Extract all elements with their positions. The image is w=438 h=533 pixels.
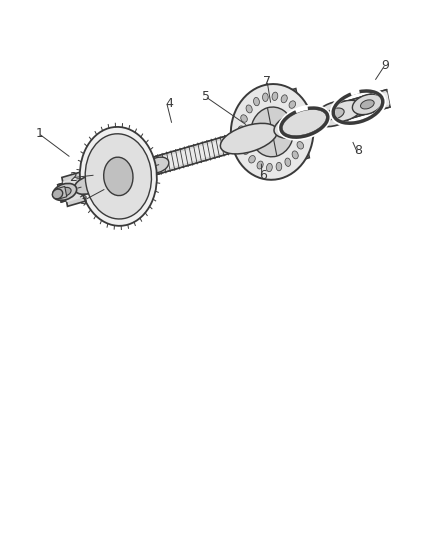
Ellipse shape xyxy=(280,95,286,103)
Ellipse shape xyxy=(325,108,343,119)
Ellipse shape xyxy=(360,100,373,109)
Ellipse shape xyxy=(328,100,361,121)
Ellipse shape xyxy=(242,147,249,155)
Ellipse shape xyxy=(53,183,77,200)
Ellipse shape xyxy=(299,131,305,138)
Ellipse shape xyxy=(245,105,252,113)
Text: 8: 8 xyxy=(353,144,361,157)
Ellipse shape xyxy=(240,115,247,122)
Polygon shape xyxy=(57,187,67,199)
Ellipse shape xyxy=(298,120,305,127)
Polygon shape xyxy=(243,93,308,168)
Ellipse shape xyxy=(314,101,354,127)
Ellipse shape xyxy=(220,123,277,154)
Ellipse shape xyxy=(297,142,303,149)
Text: 6: 6 xyxy=(258,169,266,182)
Text: 5: 5 xyxy=(201,90,209,103)
Ellipse shape xyxy=(146,157,169,173)
Ellipse shape xyxy=(102,168,130,186)
Ellipse shape xyxy=(273,108,330,139)
Polygon shape xyxy=(63,174,92,202)
Ellipse shape xyxy=(80,127,156,226)
Polygon shape xyxy=(85,165,119,198)
Ellipse shape xyxy=(58,188,71,196)
Polygon shape xyxy=(62,170,92,206)
Text: 2: 2 xyxy=(69,171,77,184)
Ellipse shape xyxy=(253,98,259,106)
Text: 9: 9 xyxy=(380,59,388,71)
Polygon shape xyxy=(85,160,120,201)
Ellipse shape xyxy=(352,94,381,115)
Ellipse shape xyxy=(52,189,63,199)
Ellipse shape xyxy=(272,92,277,100)
Ellipse shape xyxy=(103,157,133,196)
Ellipse shape xyxy=(276,163,281,171)
Text: 1: 1 xyxy=(35,127,43,140)
Ellipse shape xyxy=(262,93,268,101)
Ellipse shape xyxy=(291,151,297,159)
Polygon shape xyxy=(57,90,389,202)
Ellipse shape xyxy=(238,137,245,144)
Ellipse shape xyxy=(250,107,293,157)
Ellipse shape xyxy=(238,126,244,133)
Ellipse shape xyxy=(85,134,151,219)
Ellipse shape xyxy=(74,176,101,195)
Ellipse shape xyxy=(284,158,290,166)
Text: 4: 4 xyxy=(165,96,173,110)
Polygon shape xyxy=(58,92,389,200)
Ellipse shape xyxy=(139,159,161,175)
Text: 3: 3 xyxy=(79,193,87,207)
Text: 7: 7 xyxy=(262,76,271,88)
Ellipse shape xyxy=(248,156,255,163)
Ellipse shape xyxy=(288,101,295,108)
Ellipse shape xyxy=(294,109,301,117)
Ellipse shape xyxy=(266,164,272,172)
Ellipse shape xyxy=(230,84,313,180)
Ellipse shape xyxy=(256,161,262,169)
